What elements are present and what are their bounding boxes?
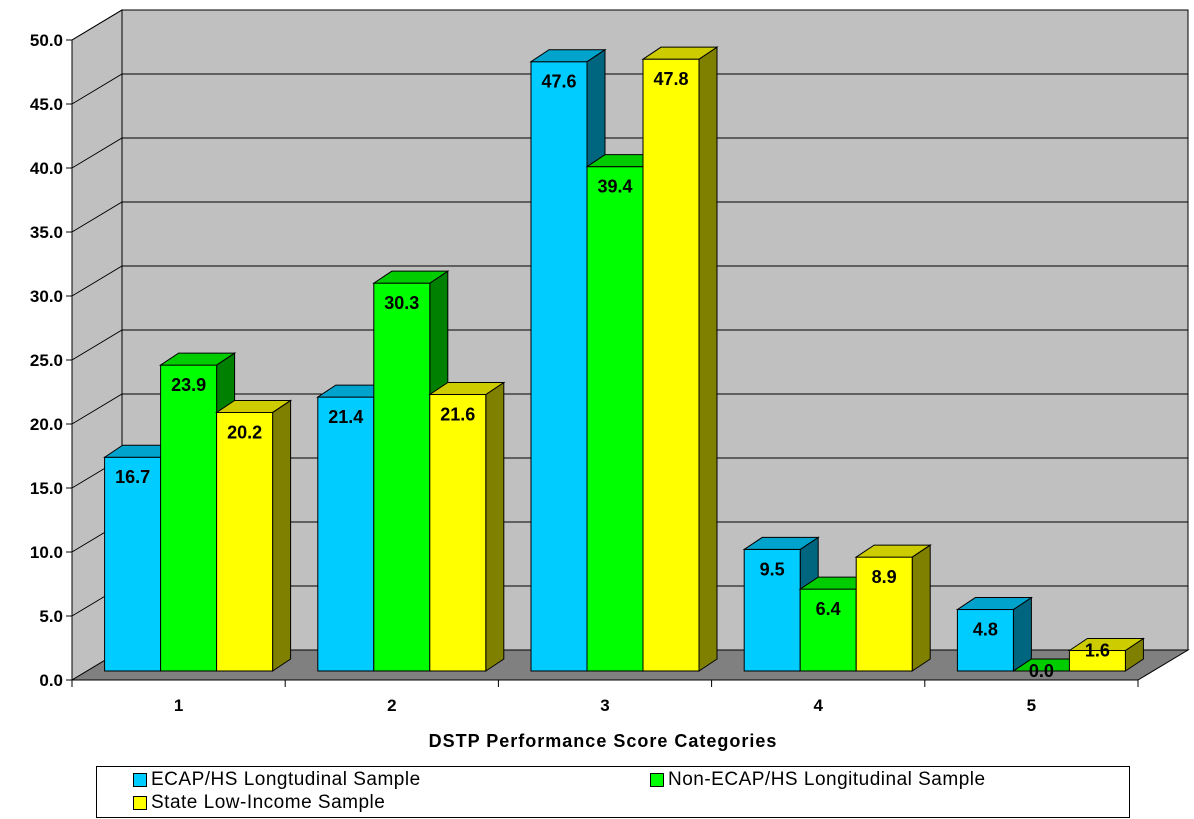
data-label: 4.8 bbox=[973, 620, 998, 640]
bar-top bbox=[955, 597, 1034, 611]
gridline bbox=[71, 265, 1188, 297]
bar-side bbox=[698, 46, 718, 672]
bar-side bbox=[272, 399, 292, 672]
legend-swatch-non-ecap bbox=[650, 773, 664, 787]
bar bbox=[641, 46, 719, 672]
data-label: 47.8 bbox=[653, 69, 688, 89]
bars bbox=[102, 46, 1146, 672]
bar-top bbox=[742, 536, 820, 550]
bar-top bbox=[214, 399, 293, 413]
x-tick-label: 1 bbox=[174, 696, 183, 715]
bar-top bbox=[1067, 638, 1146, 652]
x-tick-label: 3 bbox=[600, 696, 609, 715]
bar-top bbox=[372, 270, 450, 284]
legend-swatch-state bbox=[133, 796, 147, 810]
axes: 0.05.010.015.020.025.030.035.040.045.050… bbox=[30, 31, 1139, 715]
bar-front bbox=[799, 588, 857, 672]
bar-front bbox=[743, 548, 801, 672]
gridline bbox=[71, 393, 1188, 425]
gridline bbox=[71, 9, 1188, 41]
y-tick-label: 25.0 bbox=[30, 351, 63, 370]
bar-front bbox=[104, 456, 162, 672]
bar-front bbox=[956, 609, 1014, 672]
y-tick-label: 5.0 bbox=[39, 607, 63, 626]
y-tick-label: 10.0 bbox=[30, 543, 63, 562]
legend-label-state: State Low-Income Sample bbox=[151, 792, 386, 813]
bar-front bbox=[530, 61, 588, 672]
data-label: 1.6 bbox=[1085, 641, 1110, 661]
bar-top bbox=[158, 352, 237, 366]
bar bbox=[214, 399, 293, 672]
y-tick-label: 15.0 bbox=[30, 479, 63, 498]
data-label: 21.4 bbox=[328, 407, 363, 427]
data-label: 6.4 bbox=[816, 599, 841, 619]
gridline bbox=[71, 73, 1188, 105]
x-axis-title: DSTP Performance Score Categories bbox=[429, 731, 778, 751]
legend-swatch-ecap bbox=[133, 773, 147, 787]
bar-side bbox=[911, 544, 931, 672]
y-tick-label: 30.0 bbox=[30, 287, 63, 306]
bar-front bbox=[317, 396, 375, 672]
y-tick-label: 50.0 bbox=[30, 31, 63, 50]
data-label: 20.2 bbox=[227, 422, 262, 442]
data-label: 23.9 bbox=[171, 375, 206, 395]
bar-front bbox=[642, 58, 700, 672]
gridlines bbox=[71, 9, 1188, 617]
y-tick-label: 20.0 bbox=[30, 415, 63, 434]
x-tick-label: 4 bbox=[813, 696, 823, 715]
gridline bbox=[71, 201, 1188, 233]
data-label: 21.6 bbox=[440, 405, 475, 425]
data-label: 47.6 bbox=[541, 72, 576, 92]
bar-top bbox=[854, 544, 932, 558]
data-label: 0.0 bbox=[1029, 661, 1054, 681]
gridline bbox=[71, 137, 1188, 169]
bar bbox=[428, 381, 506, 672]
bar-top bbox=[428, 382, 506, 396]
data-label: 30.3 bbox=[384, 293, 419, 313]
data-label: 9.5 bbox=[760, 559, 785, 579]
y-tick-label: 40.0 bbox=[30, 159, 63, 178]
bar-front bbox=[429, 394, 487, 672]
x-tick-label: 5 bbox=[1027, 696, 1036, 715]
bar-front bbox=[216, 411, 274, 672]
bar-front bbox=[373, 282, 431, 672]
bar-top bbox=[641, 46, 719, 60]
data-label: 8.9 bbox=[872, 567, 897, 587]
bar-side bbox=[1012, 596, 1032, 672]
legend-label-ecap: ECAP/HS Longtudinal Sample bbox=[151, 769, 421, 790]
data-label: 39.4 bbox=[597, 177, 632, 197]
legend-item-ecap: ECAP/HS Longtudinal Sample bbox=[133, 769, 421, 791]
x-tick-label: 2 bbox=[387, 696, 396, 715]
gridline bbox=[71, 329, 1188, 361]
data-label: 16.7 bbox=[115, 467, 150, 487]
y-tick-label: 45.0 bbox=[30, 95, 63, 114]
bar-top bbox=[529, 49, 607, 63]
legend-item-state: State Low-Income Sample bbox=[133, 792, 385, 814]
bar bbox=[1067, 637, 1146, 672]
legend-item-non-ecap: Non-ECAP/HS Longitudinal Sample bbox=[650, 769, 986, 791]
y-tick-label: 35.0 bbox=[30, 223, 63, 242]
legend: ECAP/HS Longtudinal Sample Non-ECAP/HS L… bbox=[96, 766, 1130, 818]
y-tick-label: 0.0 bbox=[39, 671, 63, 690]
bar-side bbox=[485, 381, 505, 672]
bar-front bbox=[586, 166, 644, 672]
bar bbox=[955, 596, 1034, 672]
legend-label-non-ecap: Non-ECAP/HS Longitudinal Sample bbox=[668, 769, 986, 790]
bar bbox=[854, 544, 932, 672]
bar-front bbox=[160, 364, 218, 672]
bar-front bbox=[855, 556, 913, 672]
data-labels: 16.7 23.9 20.2 21.4 30.3 21.6 47.6 39.4 47.8 9.5 6… bbox=[115, 69, 1110, 681]
